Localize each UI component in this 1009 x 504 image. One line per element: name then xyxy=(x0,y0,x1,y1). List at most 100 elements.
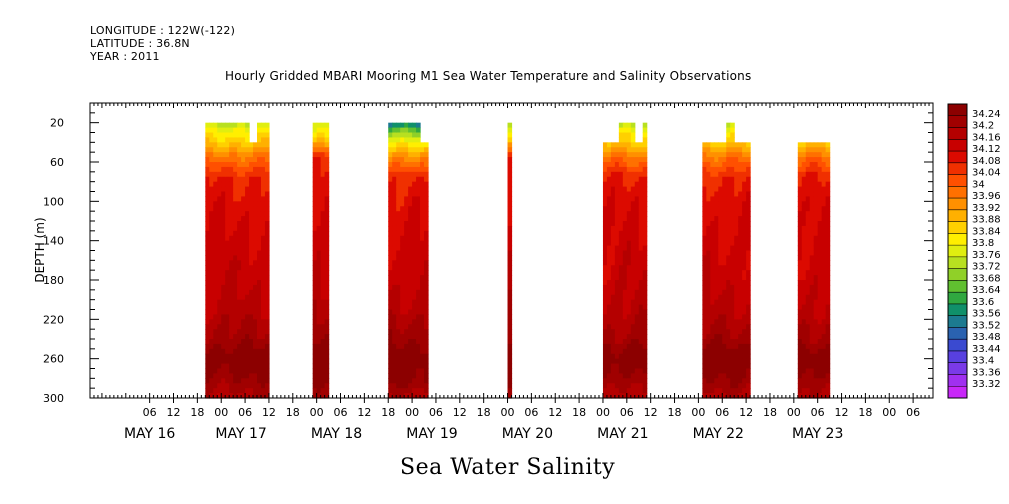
heatmap-cell xyxy=(249,176,254,183)
heatmap-cell xyxy=(805,284,811,291)
heatmap-cell xyxy=(821,339,827,345)
heatmap-cell xyxy=(610,191,616,198)
heatmap-cell xyxy=(388,211,393,217)
heatmap-cell xyxy=(424,157,429,163)
heatmap-cell xyxy=(229,240,234,247)
heatmap-cell xyxy=(606,176,612,183)
colorbar-swatch xyxy=(948,245,967,258)
heatmap-cell xyxy=(420,176,425,183)
heatmap-cell xyxy=(229,122,234,129)
heatmap-cell xyxy=(404,289,409,296)
heatmap-cell xyxy=(618,368,624,375)
heatmap-cell xyxy=(237,162,242,168)
heatmap-cell xyxy=(614,289,620,296)
heatmap-cell xyxy=(610,388,616,394)
heatmap-cell xyxy=(233,166,238,173)
heatmap-cell xyxy=(614,196,620,202)
heatmap-cell xyxy=(257,221,262,227)
heatmap-cell xyxy=(813,383,819,389)
heatmap-cell xyxy=(614,166,620,173)
heatmap-cell xyxy=(746,334,751,340)
heatmap-cell xyxy=(213,181,218,188)
heatmap-cell xyxy=(507,319,513,325)
heatmap-cell xyxy=(412,294,417,301)
heatmap-cell xyxy=(217,255,222,261)
heatmap-cell xyxy=(412,353,417,360)
heatmap-cell xyxy=(205,373,210,379)
heatmap-cell xyxy=(626,378,632,384)
heatmap-cell xyxy=(400,176,405,183)
heatmap-cell xyxy=(801,275,807,281)
heatmap-cell xyxy=(424,186,429,193)
heatmap-cell xyxy=(392,240,397,247)
heatmap-cell xyxy=(742,289,747,296)
heatmap-cell xyxy=(312,343,318,350)
heatmap-cell xyxy=(738,147,743,153)
heatmap-cell xyxy=(734,284,739,291)
heatmap-cell xyxy=(388,309,393,316)
heatmap-cell xyxy=(634,255,640,261)
heatmap-cell xyxy=(614,339,620,345)
heatmap-cell xyxy=(320,127,326,134)
heatmap-cell xyxy=(726,216,731,222)
heatmap-cell xyxy=(825,339,831,345)
heatmap-cell xyxy=(602,353,608,360)
heatmap-cell xyxy=(642,137,648,143)
heatmap-cell xyxy=(320,181,326,188)
heatmap-cell xyxy=(217,225,222,232)
heatmap-cell xyxy=(801,388,807,394)
heatmap-cell xyxy=(614,388,620,394)
heatmap-cell xyxy=(714,255,719,261)
heatmap-cell xyxy=(626,314,632,320)
heatmap-cell xyxy=(217,181,222,188)
heatmap-cell xyxy=(630,378,636,384)
heatmap-cell xyxy=(813,388,819,394)
heatmap-cell xyxy=(797,245,803,252)
heatmap-cell xyxy=(614,348,620,355)
heatmap-cell xyxy=(264,388,270,394)
heatmap-cell xyxy=(726,176,731,183)
heatmap-cell xyxy=(809,260,815,266)
heatmap-cell xyxy=(614,147,620,153)
heatmap-cell xyxy=(229,137,234,143)
heatmap-cell xyxy=(622,245,628,252)
heatmap-cell xyxy=(221,363,226,370)
heatmap-cell xyxy=(209,280,214,286)
heatmap-cell xyxy=(225,270,230,276)
heatmap-cell xyxy=(722,206,727,212)
heatmap-cell xyxy=(614,171,620,178)
heatmap-cell xyxy=(217,275,222,281)
heatmap-cell xyxy=(229,348,234,355)
heatmap-cell xyxy=(408,181,413,188)
heatmap-cell xyxy=(416,216,421,222)
heatmap-cell xyxy=(229,186,234,193)
heatmap-cell xyxy=(408,166,413,173)
heatmap-cell xyxy=(706,166,711,173)
heatmap-cell xyxy=(722,260,727,266)
heatmap-cell xyxy=(817,348,823,355)
heatmap-cell xyxy=(388,280,393,286)
heatmap-cell xyxy=(249,265,254,271)
heatmap-cell xyxy=(706,255,711,261)
heatmap-cell xyxy=(642,122,648,129)
heatmap-cell xyxy=(738,343,743,350)
heatmap-cell xyxy=(404,240,409,247)
heatmap-cell xyxy=(821,176,827,183)
heatmap-cell xyxy=(316,221,322,227)
heatmap-cell xyxy=(237,191,242,198)
heatmap-cell xyxy=(738,152,743,158)
heatmap-cell xyxy=(714,250,719,257)
heatmap-cell xyxy=(626,294,632,301)
heatmap-cell xyxy=(642,339,648,345)
heatmap-cell xyxy=(610,368,616,375)
heatmap-cell xyxy=(396,171,401,178)
heatmap-cell xyxy=(813,294,819,301)
colorbar-swatch xyxy=(948,268,967,281)
heatmap-cell xyxy=(742,299,747,306)
heatmap-cell xyxy=(614,334,620,340)
heatmap-cell xyxy=(817,275,823,281)
heatmap-cell xyxy=(221,127,226,134)
heatmap-cell xyxy=(746,388,751,394)
heatmap-cell xyxy=(316,388,322,394)
heatmap-cell xyxy=(404,132,409,139)
